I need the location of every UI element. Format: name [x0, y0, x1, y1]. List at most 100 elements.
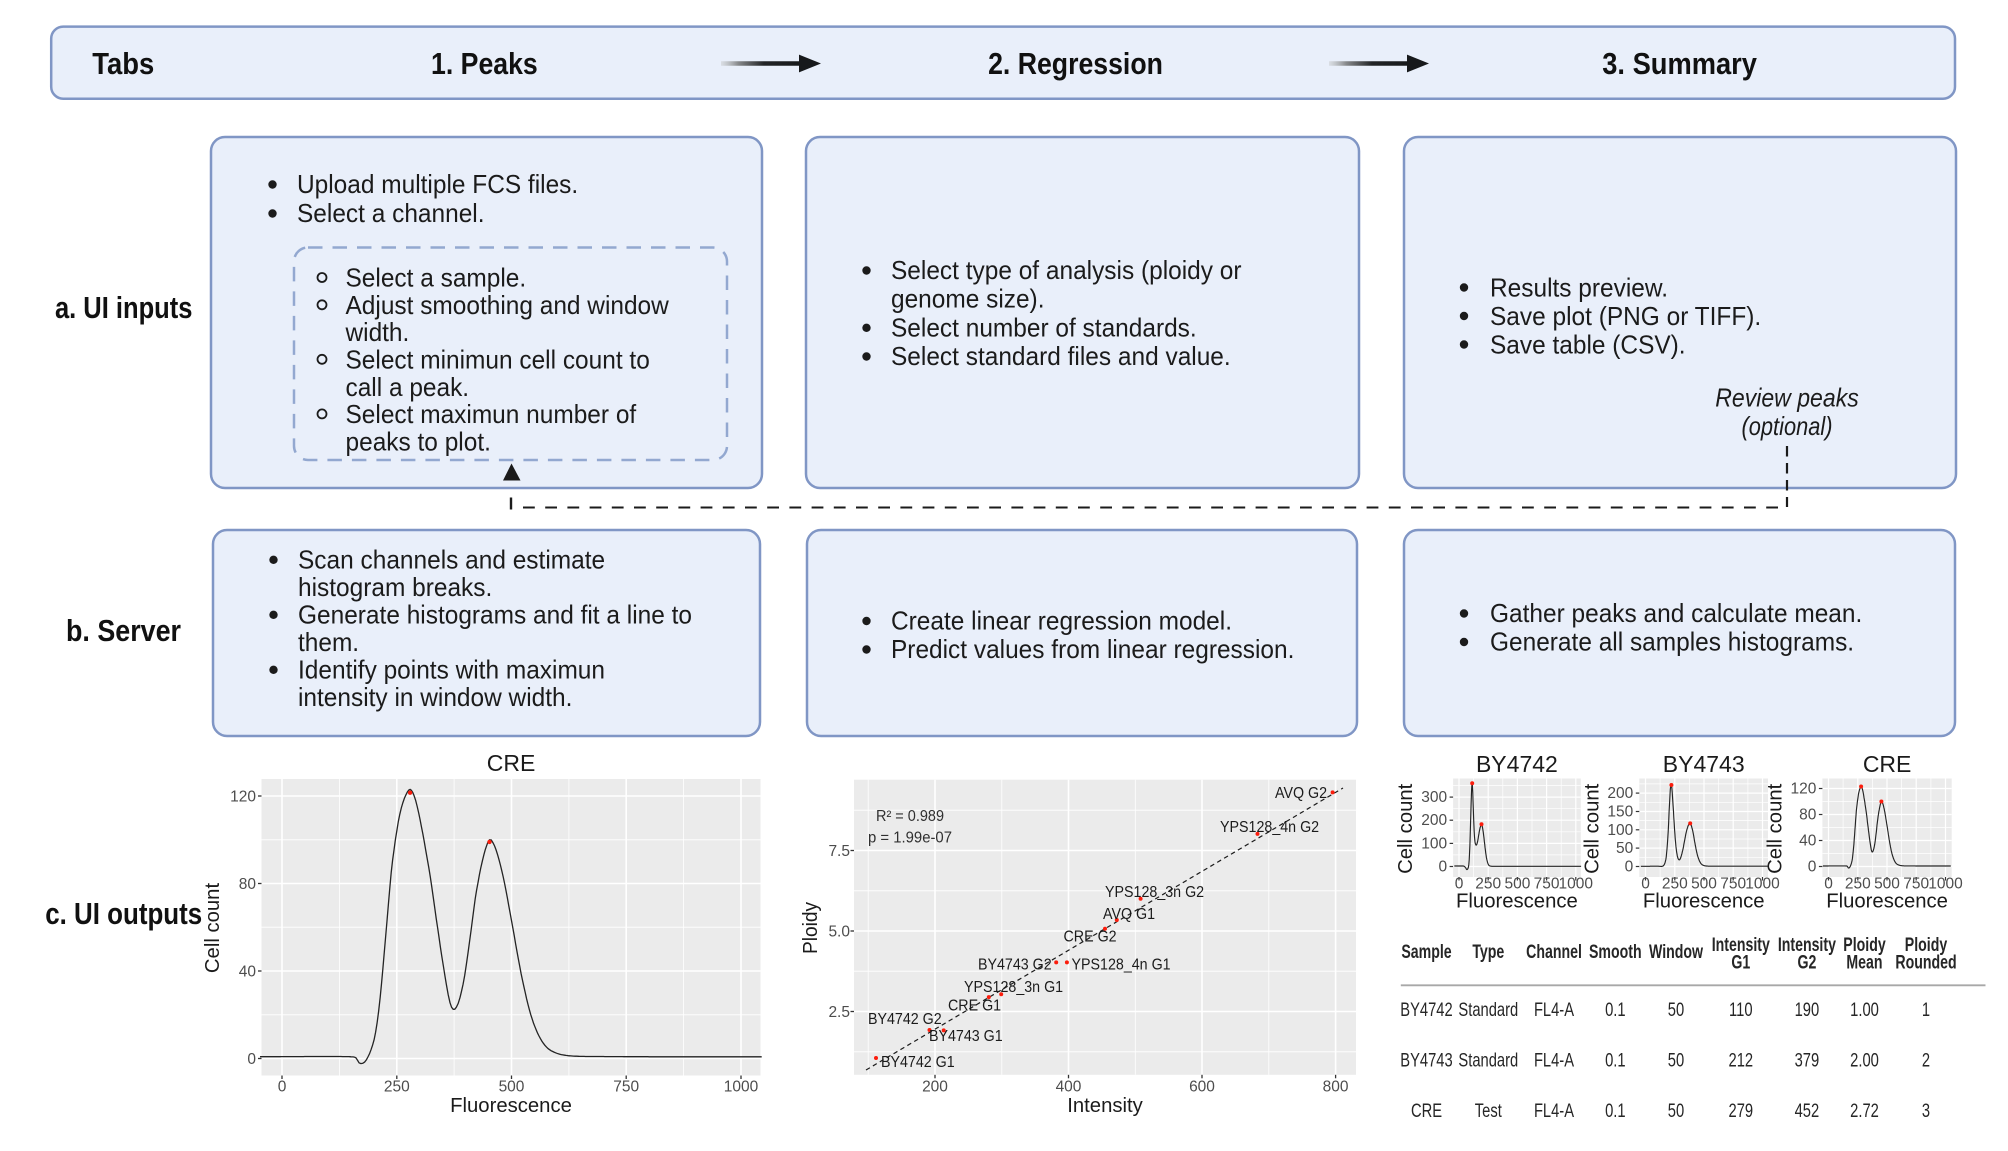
svg-text:Sample: Sample: [1401, 941, 1451, 963]
svg-text:150: 150: [1607, 804, 1633, 821]
svg-text:212: 212: [1729, 1050, 1754, 1072]
svg-text:50: 50: [1668, 1100, 1685, 1122]
svg-text:3: 3: [1922, 1100, 1930, 1122]
svg-text:CRE G1: CRE G1: [948, 998, 1001, 1015]
svg-text:BY4742: BY4742: [1476, 751, 1558, 777]
svg-text:110: 110: [1729, 999, 1753, 1021]
svg-text:Intensity: Intensity: [1712, 934, 1770, 956]
svg-text:279: 279: [1729, 1100, 1754, 1122]
svg-text:intensity in window width.: intensity in window width.: [298, 682, 572, 712]
svg-text:200: 200: [1421, 812, 1447, 829]
svg-text:500: 500: [1504, 876, 1530, 893]
svg-text:50: 50: [1616, 840, 1634, 857]
svg-text:120: 120: [1791, 781, 1817, 798]
svg-text:a. UI inputs: a. UI inputs: [55, 290, 193, 325]
svg-text:7.5: 7.5: [828, 843, 850, 860]
svg-text:peaks to plot.: peaks to plot.: [346, 426, 491, 456]
svg-text:Select a sample.: Select a sample.: [346, 263, 527, 293]
svg-text:100: 100: [1421, 835, 1447, 852]
svg-text:500: 500: [1874, 876, 1900, 893]
svg-text:Cell count: Cell count: [1395, 783, 1417, 874]
svg-text:p = 1.99e-07: p = 1.99e-07: [868, 830, 952, 847]
svg-text:Generate histograms and fit a: Generate histograms and fit a line to: [298, 599, 692, 629]
svg-text:Review peaks: Review peaks: [1715, 383, 1859, 413]
svg-text:Intensity: Intensity: [1067, 1095, 1143, 1117]
svg-text:Gather peaks and calculate mea: Gather peaks and calculate mean.: [1490, 598, 1862, 628]
svg-text:G1: G1: [1731, 952, 1750, 974]
svg-text:300: 300: [1421, 789, 1447, 806]
svg-text:2: 2: [1922, 1050, 1930, 1072]
svg-text:0: 0: [247, 1051, 256, 1068]
svg-text:Type: Type: [1472, 941, 1504, 963]
svg-text:250: 250: [1475, 876, 1501, 893]
svg-text:452: 452: [1795, 1100, 1820, 1122]
svg-text:Upload multiple FCS files.: Upload multiple FCS files.: [297, 169, 578, 199]
svg-text:0.1: 0.1: [1605, 1050, 1626, 1072]
svg-text:200: 200: [922, 1079, 948, 1096]
svg-text:FL4-A: FL4-A: [1534, 1050, 1574, 1072]
svg-text:2. Regression: 2. Regression: [988, 46, 1163, 81]
svg-text:120: 120: [230, 789, 256, 806]
svg-text:250: 250: [1845, 876, 1871, 893]
svg-text:BY4742 G1: BY4742 G1: [881, 1054, 955, 1071]
svg-text:Mean: Mean: [1846, 952, 1882, 974]
svg-text:BY4743 G1: BY4743 G1: [929, 1028, 1003, 1045]
svg-text:1000: 1000: [1928, 876, 1963, 893]
svg-text:Predict values from linear reg: Predict values from linear regression.: [891, 634, 1294, 664]
svg-text:250: 250: [1662, 876, 1688, 893]
svg-text:Adjust smoothing and window: Adjust smoothing and window: [346, 290, 670, 320]
svg-text:Rounded: Rounded: [1895, 952, 1956, 974]
svg-text:Standard: Standard: [1458, 1050, 1518, 1072]
svg-text:0.1: 0.1: [1605, 999, 1626, 1021]
svg-text:Select minimun cell count to: Select minimun cell count to: [346, 345, 650, 375]
svg-text:them.: them.: [298, 627, 359, 657]
svg-text:BY4742: BY4742: [1400, 999, 1452, 1021]
svg-text:BY4743: BY4743: [1663, 751, 1745, 777]
svg-text:Fluorescence: Fluorescence: [1456, 891, 1578, 913]
svg-text:AVQ G2: AVQ G2: [1275, 785, 1327, 802]
svg-text:200: 200: [1607, 785, 1633, 802]
svg-text:YPS128_4n G2: YPS128_4n G2: [1220, 819, 1319, 836]
svg-text:Fluorescence: Fluorescence: [450, 1095, 572, 1117]
svg-text:R² = 0.989: R² = 0.989: [876, 808, 944, 825]
svg-text:Select standard files and valu: Select standard files and value.: [891, 341, 1231, 371]
svg-text:FL4-A: FL4-A: [1534, 1100, 1574, 1122]
svg-text:0: 0: [1438, 859, 1447, 876]
svg-text:G2: G2: [1797, 952, 1816, 974]
svg-text:Save table (CSV).: Save table (CSV).: [1490, 330, 1686, 360]
svg-text:YPS128_3n G2: YPS128_3n G2: [1105, 884, 1204, 901]
svg-text:CRE G2: CRE G2: [1064, 929, 1117, 946]
svg-text:Select maximun number of: Select maximun number of: [346, 399, 637, 429]
svg-text:3. Summary: 3. Summary: [1602, 46, 1757, 81]
svg-text:(optional): (optional): [1742, 411, 1833, 441]
svg-text:100: 100: [1607, 822, 1633, 839]
svg-text:2.72: 2.72: [1850, 1100, 1879, 1122]
svg-text:500: 500: [499, 1079, 525, 1096]
svg-text:750: 750: [1534, 876, 1560, 893]
svg-text:1. Peaks: 1. Peaks: [431, 46, 538, 81]
svg-text:c. UI outputs: c. UI outputs: [45, 896, 202, 931]
svg-text:Identify points with maximun: Identify points with maximun: [298, 654, 605, 684]
svg-text:Select a channel.: Select a channel.: [297, 198, 485, 228]
svg-text:YPS128_4n G1: YPS128_4n G1: [1072, 957, 1171, 974]
svg-text:BY4743 G2: BY4743 G2: [978, 957, 1052, 974]
svg-text:80: 80: [1799, 807, 1817, 824]
svg-text:600: 600: [1189, 1079, 1215, 1096]
svg-text:379: 379: [1795, 1050, 1820, 1072]
svg-text:genome size).: genome size).: [891, 284, 1045, 314]
svg-text:histogram breaks.: histogram breaks.: [298, 572, 492, 602]
svg-text:Window: Window: [1649, 941, 1704, 963]
svg-text:Standard: Standard: [1458, 999, 1518, 1021]
svg-text:CRE: CRE: [487, 750, 536, 776]
svg-text:FL4-A: FL4-A: [1534, 999, 1574, 1021]
svg-text:Save plot (PNG or TIFF).: Save plot (PNG or TIFF).: [1490, 301, 1761, 331]
svg-text:50: 50: [1668, 999, 1685, 1021]
svg-text:0.1: 0.1: [1605, 1100, 1626, 1122]
svg-text:0: 0: [1625, 859, 1634, 876]
svg-text:Fluorescence: Fluorescence: [1826, 891, 1948, 913]
svg-text:Create linear regression model: Create linear regression model.: [891, 606, 1232, 636]
svg-text:250: 250: [384, 1079, 410, 1096]
svg-text:80: 80: [239, 876, 257, 893]
svg-text:call a peak.: call a peak.: [346, 372, 470, 402]
svg-text:0: 0: [1455, 876, 1464, 893]
